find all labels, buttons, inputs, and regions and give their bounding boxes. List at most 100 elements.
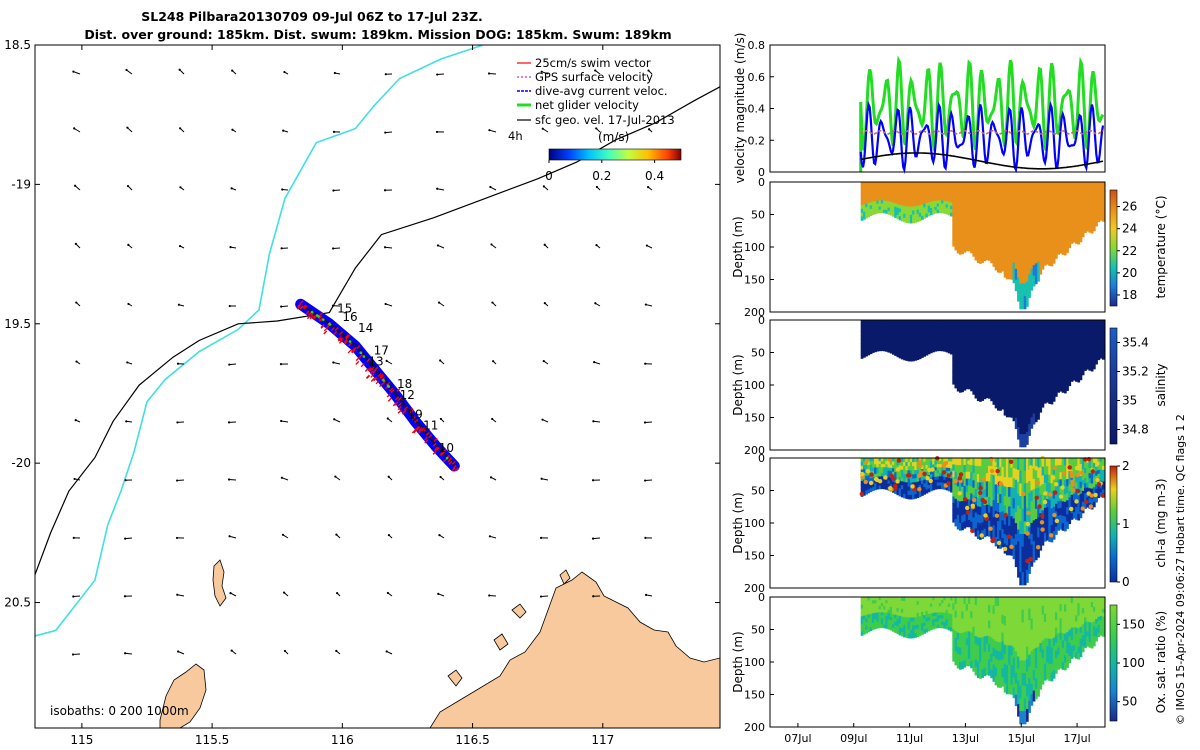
temperature-cell (1010, 201, 1014, 212)
swim-vector (302, 304, 307, 309)
salinity-cell (927, 340, 931, 345)
temperature-cell (979, 198, 982, 207)
chla-cell (916, 458, 920, 463)
salinity-cell (923, 334, 926, 339)
chla-cell (1046, 490, 1049, 500)
chla-cell (985, 504, 989, 513)
oxygen-cell (1048, 672, 1051, 681)
chla-cell (1012, 488, 1016, 499)
temperature-cell (997, 191, 1000, 201)
salinity-cell (997, 320, 1000, 330)
oxygen-cell (883, 618, 886, 623)
temperature-cell (983, 189, 987, 199)
oxygen-cell (988, 597, 991, 606)
oxygen-cell (1001, 623, 1005, 634)
oxygen-cell (1021, 698, 1025, 712)
chla-cell (876, 473, 880, 478)
salinity-cell (997, 374, 1000, 384)
chla-cell (952, 470, 955, 478)
geo-arrow-head (644, 593, 648, 596)
oxygen-cell (950, 600, 953, 605)
temperature-colorbar (1109, 189, 1118, 307)
temperature-cell (1048, 232, 1051, 241)
temperature-cell (979, 247, 982, 256)
chla-cell (1019, 572, 1022, 586)
chla-cell (932, 470, 935, 475)
chla-cell (1039, 540, 1043, 551)
temperature-cell (945, 210, 949, 215)
salinity-cell (1057, 341, 1060, 350)
temperature-cell (1064, 240, 1067, 249)
geo-arrow (229, 535, 237, 539)
oxygen-cell (999, 669, 1002, 679)
salinity-cell (979, 377, 982, 386)
temperature-cell (892, 199, 895, 203)
salinity-cell (1050, 353, 1054, 363)
salinity-cell (992, 353, 996, 363)
temperature-cell (1055, 189, 1058, 198)
chla-cell (909, 494, 913, 500)
salinity-cell (1005, 329, 1009, 340)
temperature-cell (967, 188, 971, 197)
salinity-y-tick-label: 200 (744, 444, 765, 457)
oxygen-cell (976, 629, 980, 638)
chla-cell (990, 514, 993, 524)
salinity-cell (905, 352, 909, 357)
temperature-cell (1005, 240, 1009, 251)
chla-cell (956, 465, 960, 473)
salinity-cell (967, 347, 971, 355)
chla-cell (952, 464, 955, 472)
oxygen-cell (1017, 704, 1020, 717)
oxygen-cell (1050, 605, 1054, 615)
chla-cell (880, 482, 884, 486)
oxygen-cell (876, 603, 880, 607)
temperature-cell (1005, 201, 1009, 212)
chla-cell (1001, 511, 1005, 521)
chla-cell (896, 487, 900, 492)
temperature-cell (1003, 248, 1007, 259)
oxygen-cell (887, 622, 891, 627)
oxygen-cell (1072, 633, 1076, 640)
salinity-cell (1043, 394, 1047, 404)
salinity-cell (1037, 339, 1040, 351)
legend-geo-label: sfc geo. vel. 17-Jul-2013 (535, 113, 675, 127)
salinity-cell (999, 401, 1002, 411)
chla-cell (1039, 476, 1043, 487)
swim-vector (339, 337, 344, 342)
temperature-cell (965, 188, 969, 197)
oxygen-cell (970, 646, 973, 655)
oxygen-cell (999, 678, 1002, 688)
geo-arrow-head (283, 649, 287, 653)
temperature-cell (892, 192, 895, 197)
salinity-cell (1059, 327, 1063, 335)
salinity-cell (1014, 320, 1018, 332)
oxygen-cell (954, 624, 958, 632)
oxygen-cell (1008, 635, 1011, 646)
oxygen-cell (1079, 614, 1083, 622)
salinity-cell (863, 353, 866, 358)
oxygen-cell (874, 619, 877, 623)
chla-cell (1039, 467, 1043, 477)
salinity-cell (878, 347, 882, 352)
oxygen-cell (1070, 615, 1074, 622)
swim-vector (350, 348, 355, 353)
oxygen-cell (994, 605, 998, 616)
geo-arrow (437, 188, 445, 191)
swim-vector (345, 335, 350, 340)
temperature-cell (961, 246, 964, 255)
geo-arrow-head (543, 243, 546, 246)
salinity-cell (1075, 326, 1078, 333)
salinity-cell (1003, 348, 1007, 359)
chla-cell (883, 482, 886, 487)
temperature-cell (907, 210, 911, 216)
chla-cell (885, 486, 888, 490)
salinity-cell (869, 320, 873, 324)
chla-cell (1028, 504, 1031, 517)
temperature-cell (1030, 268, 1034, 280)
temperature-cell (945, 188, 949, 193)
oxygen-cell (909, 617, 913, 623)
temperature-cell (900, 205, 904, 210)
oxygen-cell (941, 615, 944, 619)
map-x-tick-label: 115.5 (195, 733, 229, 747)
